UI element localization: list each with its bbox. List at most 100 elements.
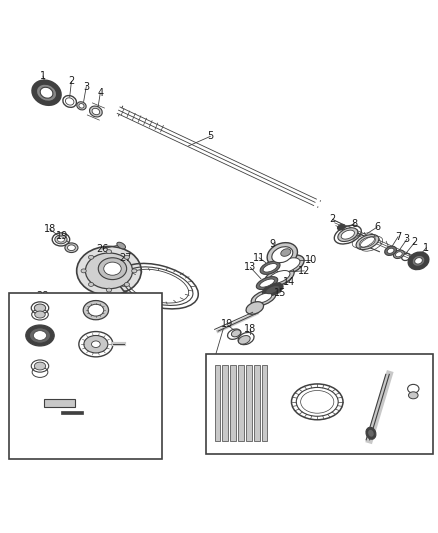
Ellipse shape [360, 237, 375, 247]
Ellipse shape [281, 249, 291, 256]
Text: 28: 28 [36, 291, 48, 301]
Ellipse shape [366, 427, 376, 439]
Ellipse shape [251, 290, 276, 306]
Ellipse shape [26, 325, 54, 346]
Ellipse shape [263, 263, 277, 272]
Ellipse shape [35, 311, 45, 318]
Ellipse shape [89, 106, 102, 117]
Text: 6: 6 [374, 222, 380, 232]
Ellipse shape [267, 243, 297, 267]
Text: 26: 26 [96, 244, 108, 254]
Ellipse shape [55, 235, 67, 244]
Text: 19: 19 [221, 319, 233, 329]
Text: 3: 3 [83, 82, 89, 92]
Ellipse shape [260, 279, 274, 287]
Ellipse shape [32, 80, 61, 105]
Text: 18: 18 [244, 324, 257, 334]
Ellipse shape [36, 84, 57, 101]
Ellipse shape [408, 252, 429, 270]
Ellipse shape [393, 250, 404, 259]
Ellipse shape [385, 246, 396, 255]
Ellipse shape [79, 103, 84, 108]
Ellipse shape [356, 235, 379, 249]
Ellipse shape [29, 328, 50, 343]
Ellipse shape [338, 228, 358, 241]
Ellipse shape [337, 224, 345, 230]
Ellipse shape [368, 430, 374, 437]
Bar [246, 365, 252, 441]
Ellipse shape [231, 330, 240, 337]
Ellipse shape [124, 255, 130, 259]
Ellipse shape [256, 277, 278, 289]
Text: 32: 32 [130, 408, 142, 418]
Ellipse shape [341, 230, 354, 239]
Text: 33: 33 [208, 384, 221, 394]
Text: 30: 30 [130, 339, 142, 349]
Ellipse shape [412, 255, 425, 266]
Ellipse shape [268, 271, 290, 284]
Bar [223, 365, 228, 441]
Ellipse shape [67, 245, 75, 251]
Text: 5: 5 [207, 132, 213, 141]
Bar [254, 365, 260, 441]
Ellipse shape [88, 304, 104, 316]
Ellipse shape [77, 246, 141, 295]
Ellipse shape [396, 252, 402, 257]
Bar [262, 365, 268, 441]
Ellipse shape [88, 255, 94, 259]
Bar [10, 293, 162, 458]
Text: 18: 18 [43, 224, 56, 234]
Text: 4: 4 [97, 88, 103, 98]
Text: 13: 13 [244, 262, 257, 272]
Ellipse shape [34, 304, 46, 312]
Bar [206, 354, 433, 454]
Ellipse shape [104, 262, 121, 275]
Ellipse shape [98, 258, 127, 280]
Bar [215, 365, 220, 441]
Ellipse shape [276, 258, 300, 272]
Ellipse shape [81, 269, 86, 273]
Text: 10: 10 [304, 255, 317, 265]
Ellipse shape [65, 98, 74, 105]
Ellipse shape [77, 102, 86, 110]
Ellipse shape [40, 87, 53, 98]
Ellipse shape [272, 255, 304, 276]
Ellipse shape [88, 282, 94, 286]
Ellipse shape [266, 286, 280, 294]
Text: 2: 2 [68, 76, 74, 86]
Ellipse shape [117, 242, 126, 249]
Text: 31: 31 [130, 399, 142, 409]
Text: 2: 2 [411, 238, 418, 247]
Ellipse shape [415, 257, 422, 264]
Text: 8: 8 [351, 219, 357, 229]
Text: 15: 15 [274, 288, 286, 298]
Text: 27: 27 [119, 253, 131, 263]
Ellipse shape [92, 341, 100, 348]
Ellipse shape [246, 302, 264, 314]
Text: 7: 7 [395, 232, 401, 242]
Ellipse shape [124, 282, 130, 286]
Ellipse shape [85, 253, 133, 289]
Bar [230, 365, 236, 441]
Ellipse shape [255, 293, 272, 303]
Text: 1: 1 [40, 71, 46, 81]
Bar [238, 365, 244, 441]
Ellipse shape [409, 392, 418, 399]
Text: 2: 2 [329, 214, 336, 224]
Text: 1: 1 [424, 243, 429, 253]
Bar [44, 399, 75, 407]
Text: 19: 19 [56, 231, 68, 241]
Text: 14: 14 [283, 277, 295, 287]
Ellipse shape [65, 243, 78, 253]
Ellipse shape [33, 330, 46, 340]
Ellipse shape [260, 261, 280, 274]
Text: 12: 12 [298, 266, 311, 276]
Ellipse shape [387, 248, 394, 253]
Ellipse shape [84, 335, 108, 353]
Ellipse shape [106, 249, 112, 254]
Ellipse shape [132, 269, 137, 273]
Ellipse shape [34, 362, 46, 370]
Text: 29: 29 [130, 304, 142, 314]
Ellipse shape [262, 284, 283, 296]
Text: 3: 3 [404, 235, 410, 245]
